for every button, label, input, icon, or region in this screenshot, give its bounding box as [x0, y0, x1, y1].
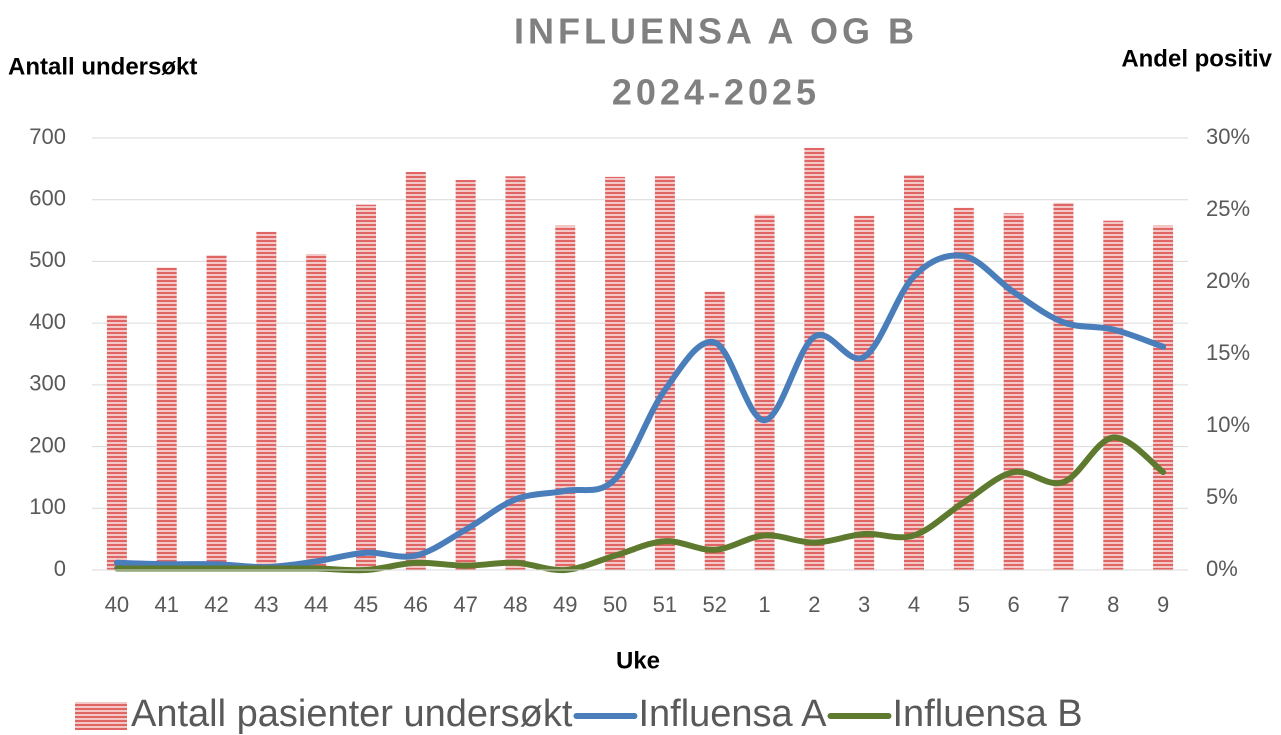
bar — [1053, 202, 1074, 571]
x-tick-label: 5 — [958, 592, 970, 617]
x-tick-label: 44 — [304, 592, 328, 617]
y2-tick-label: 10% — [1206, 412, 1250, 437]
bar — [654, 176, 675, 570]
y-tick-label: 100 — [29, 494, 66, 519]
bar — [505, 176, 526, 570]
y2-tick-label: 30% — [1206, 124, 1250, 149]
y-tick-label: 400 — [29, 309, 66, 334]
x-tick-label: 51 — [653, 592, 677, 617]
y-tick-label: 700 — [29, 124, 66, 149]
y-tick-label: 500 — [29, 247, 66, 272]
chart-title: 2024-2025 — [612, 72, 820, 113]
y2-tick-label: 15% — [1206, 340, 1250, 365]
bar — [904, 175, 924, 570]
y2-tick-label: 25% — [1206, 196, 1250, 221]
bar — [1003, 213, 1024, 570]
y2-tick-label: 20% — [1206, 268, 1250, 293]
bar — [1153, 225, 1174, 571]
bar — [106, 315, 127, 570]
bar — [455, 179, 476, 571]
bar — [754, 214, 775, 571]
bar — [1103, 220, 1124, 570]
x-tick-label: 52 — [702, 592, 726, 617]
x-tick-label: 6 — [1008, 592, 1020, 617]
legend-label: Influensa A — [638, 693, 827, 735]
x-tick-label: 1 — [758, 592, 770, 617]
x-tick-label: 4 — [908, 592, 920, 617]
x-tick-label: 3 — [858, 592, 870, 617]
x-tick-label: 45 — [354, 592, 378, 617]
bar — [306, 254, 327, 570]
bar — [156, 267, 177, 570]
x-tick-label: 49 — [553, 592, 577, 617]
y-tick-label: 200 — [29, 432, 66, 457]
bar — [605, 176, 626, 570]
x-axis-title: Uke — [616, 647, 660, 674]
legend-label: Influensa B — [893, 693, 1083, 735]
bar — [704, 291, 725, 570]
x-tick-label: 7 — [1057, 592, 1069, 617]
x-tick-label: 43 — [254, 592, 278, 617]
bar — [256, 231, 277, 570]
x-tick-label: 9 — [1157, 592, 1169, 617]
x-tick-label: 8 — [1107, 592, 1119, 617]
y-tick-label: 600 — [29, 186, 66, 211]
x-tick-label: 47 — [453, 592, 477, 617]
x-tick-label: 40 — [105, 592, 129, 617]
legend-swatch — [75, 702, 127, 730]
x-tick-label: 41 — [154, 592, 178, 617]
y-tick-label: 300 — [29, 371, 66, 396]
y-axis-title: Antall undersøkt — [8, 53, 197, 80]
y2-axis-title: Andel positiv — [1121, 45, 1272, 72]
x-tick-label: 42 — [204, 592, 228, 617]
bar — [206, 255, 227, 570]
line — [113, 434, 1167, 574]
bar — [405, 171, 426, 570]
bar — [356, 204, 376, 570]
chart-title: INFLUENSA A OG B — [514, 11, 918, 52]
x-tick-label: 50 — [603, 592, 627, 617]
x-tick-label: 2 — [808, 592, 820, 617]
bar — [953, 207, 974, 571]
line — [113, 252, 1167, 571]
x-tick-label: 46 — [404, 592, 428, 617]
legend-label: Antall pasienter undersøkt — [131, 693, 573, 735]
x-tick-label: 48 — [503, 592, 527, 617]
bar — [854, 215, 875, 570]
y-tick-label: 0 — [54, 556, 66, 581]
bar — [804, 147, 825, 571]
y2-tick-label: 0% — [1206, 556, 1238, 581]
bar — [555, 225, 576, 571]
y2-tick-label: 5% — [1206, 484, 1238, 509]
